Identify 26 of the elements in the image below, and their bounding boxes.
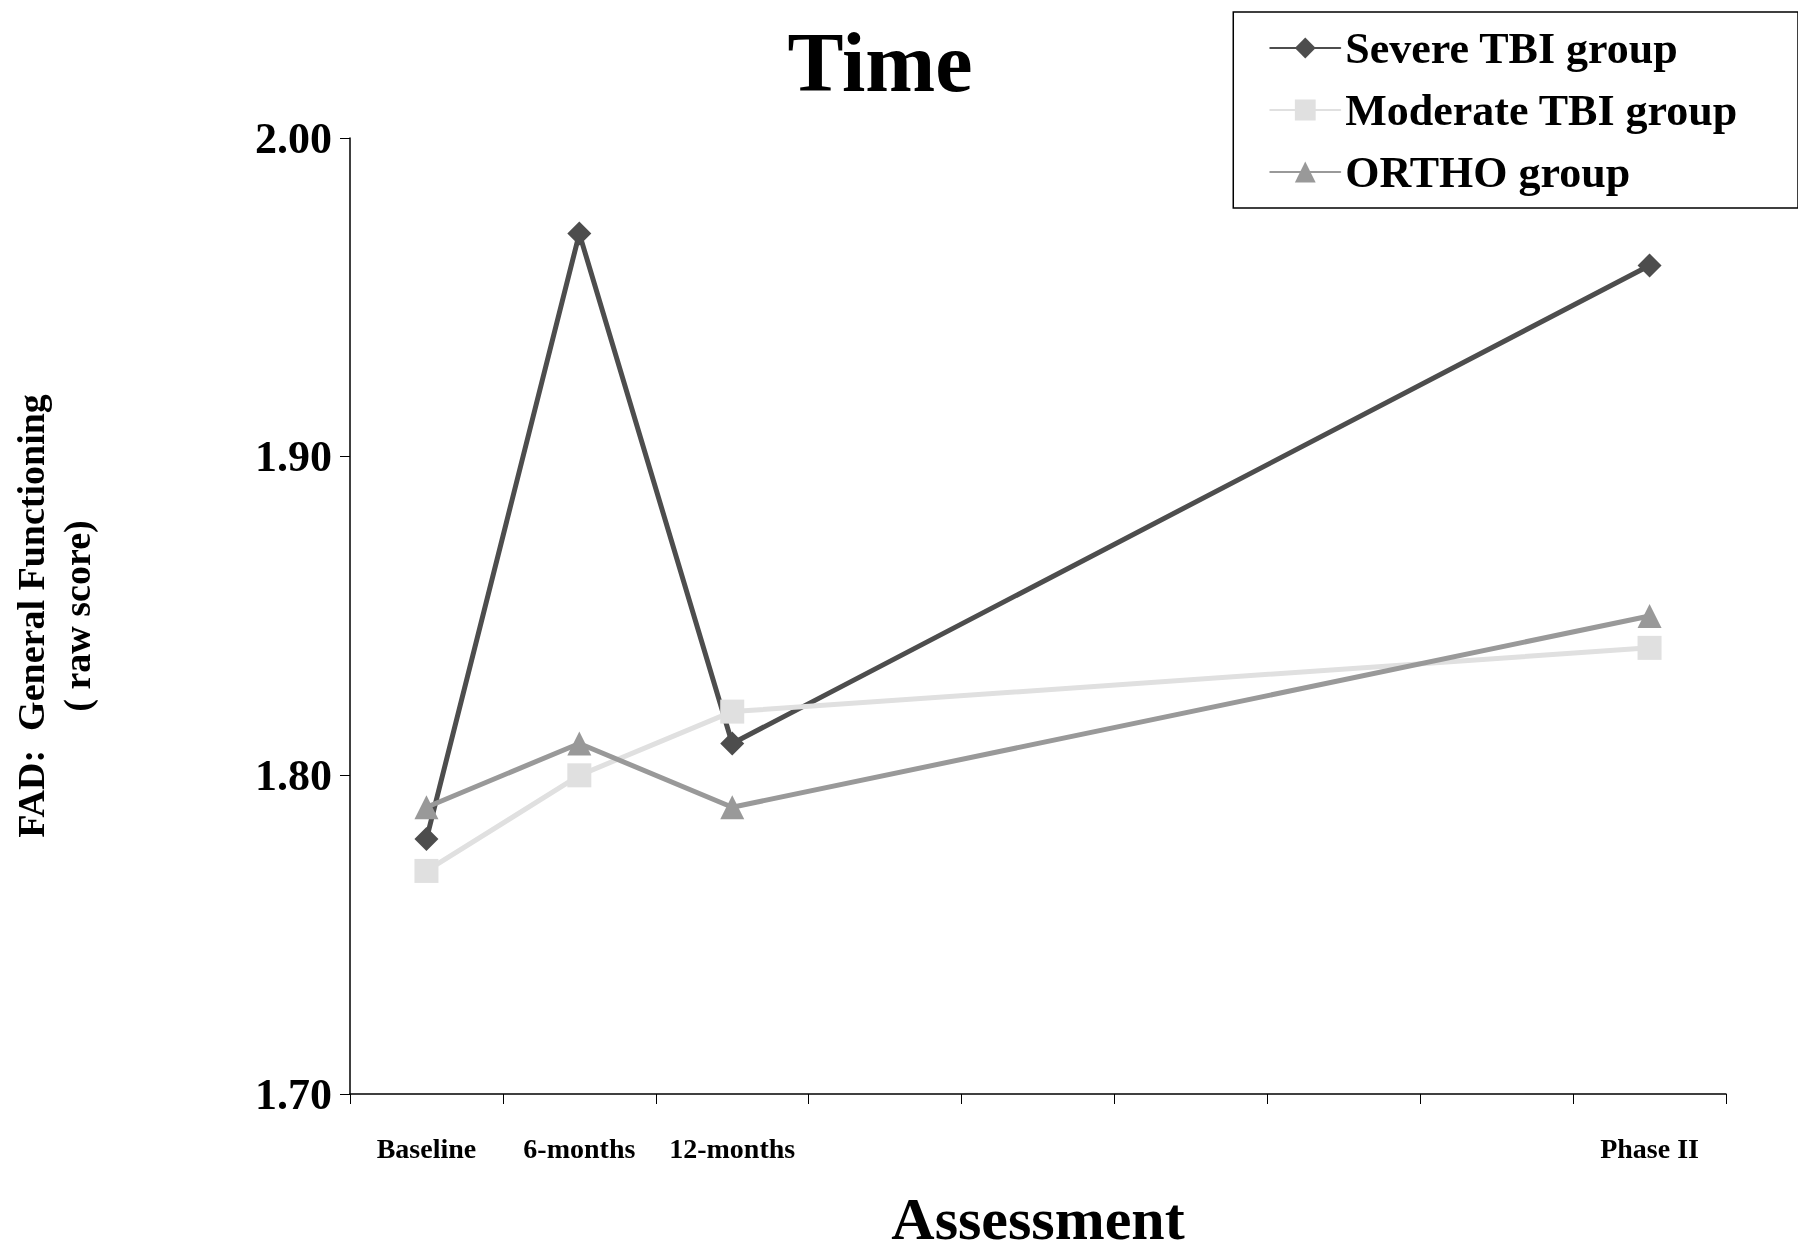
point (414, 858, 439, 883)
legend-label: Severe TBI group (1345, 23, 1678, 73)
y-axis-title: FAD: General Functioning ( raw score) (10, 394, 99, 838)
legend-label: Moderate TBI group (1345, 85, 1738, 135)
x-axis-title: Assessment (891, 1186, 1185, 1252)
point (1637, 253, 1662, 278)
point (567, 731, 592, 756)
y-tick-label: 1.70 (255, 1069, 332, 1119)
chart-title: Time (787, 15, 973, 109)
y-tick-label: 1.90 (255, 432, 332, 482)
x-tick-label: Phase II (1600, 1132, 1699, 1164)
legend-label: ORTHO group (1345, 147, 1631, 197)
point (720, 699, 745, 724)
point (1637, 604, 1662, 628)
x-tick-label: 12-months (669, 1132, 796, 1164)
point (567, 763, 592, 788)
y-tick-label: 1.80 (255, 750, 332, 800)
point (720, 795, 745, 820)
point (720, 731, 745, 756)
point (1637, 635, 1662, 660)
y-tick-label: 2.00 (255, 113, 332, 163)
x-tick-label: Baseline (376, 1132, 477, 1164)
x-tick-label: 6-months (523, 1132, 636, 1164)
point (567, 221, 592, 246)
point (414, 795, 439, 820)
point (414, 827, 439, 852)
